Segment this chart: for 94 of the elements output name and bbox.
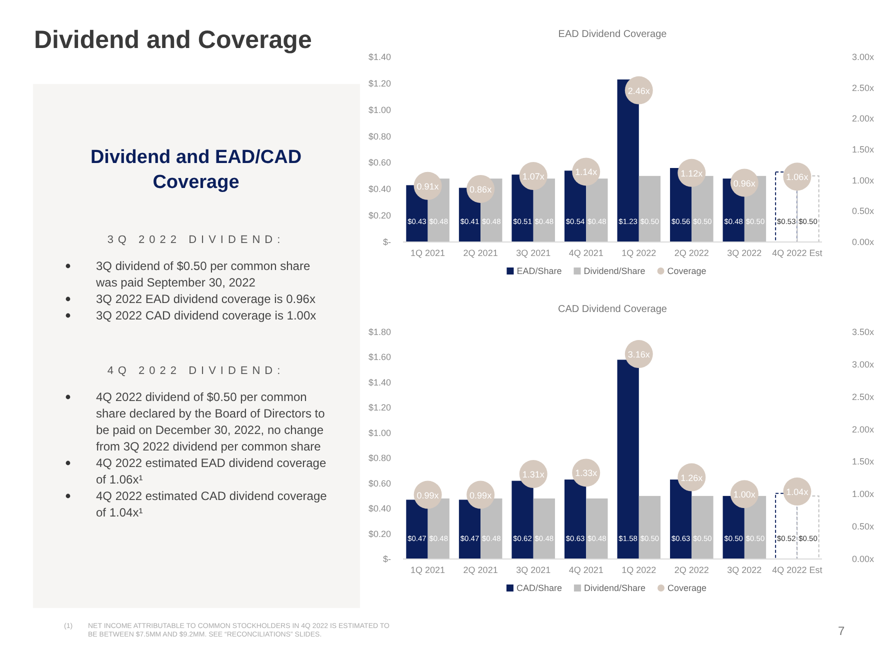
data-label: 0.91x — [416, 181, 440, 192]
x-tick-label: 1Q 2022 — [622, 248, 656, 258]
data-label: 3.16x — [628, 350, 650, 360]
y2-tick-label: 2.00x — [852, 114, 874, 124]
chart-title: CAD Dividend Coverage — [558, 304, 668, 315]
y2-tick-label: 2.50x — [852, 392, 874, 402]
text: 4Q 2022 estimated EAD dividend coverage of 1.06x¹ — [96, 456, 326, 486]
x-tick-label: 4Q 2022 Est — [772, 565, 823, 575]
x-tick-label: 2Q 2021 — [463, 565, 498, 575]
bar — [586, 498, 608, 559]
y-tick-label: $1.60 — [368, 352, 391, 362]
text: 3Q dividend of $0.50 per common share was paid September 30, 2022 — [95, 259, 310, 290]
legend-label: Dividend/Share — [584, 266, 646, 276]
data-label: 1.12x — [680, 168, 704, 178]
data-label: 1.14x — [575, 167, 598, 178]
x-tick-label: 2Q 2022 — [674, 248, 709, 258]
text: 3Q 2022 EAD dividend coverage is 0.96x — [96, 292, 316, 306]
y-tick-label: $0.40 — [368, 504, 391, 514]
y-tick-label: $0.20 — [368, 210, 391, 221]
y2-tick-label: 1.50x — [852, 456, 874, 467]
y-tick-label: $- — [382, 237, 391, 247]
x-tick-label: 1Q 2022 — [622, 565, 656, 575]
bar — [533, 498, 555, 559]
data-label: 1.07x — [522, 172, 545, 182]
y2-tick-label: 2.50x — [852, 82, 874, 93]
bar — [638, 176, 661, 242]
legend-label: Coverage — [668, 583, 707, 593]
y-tick-label: $1.80 — [368, 327, 391, 337]
legend-label: CAD/Share — [516, 583, 562, 593]
data-label: 1.33x — [575, 468, 598, 478]
y-tick-label: $1.40 — [368, 377, 391, 388]
data-label: 1.26x — [680, 472, 704, 483]
y-tick-label: $0.80 — [368, 453, 391, 464]
y2-tick-label: 3.00x — [852, 52, 874, 62]
legend-label: EAD/Share — [516, 266, 562, 276]
x-tick-label: 2Q 2021 — [463, 248, 498, 258]
text: 4Q 2022 dividend of $0.50 per common share declared by the Board of Directors to be paid on December 30, 2022, no change from 3Q 2022 dividend per common share — [96, 390, 326, 454]
y-tick-label: $1.40 — [368, 52, 391, 62]
text: 3Q 2022 CAD dividend coverage is 1.00x — [96, 308, 316, 322]
bar — [638, 496, 661, 559]
data-label: 0.99x — [416, 490, 440, 500]
text: Dividend and Coverage — [34, 26, 312, 54]
x-tick-label: 4Q 2022 Est — [772, 248, 823, 258]
y2-tick-label: 3.00x — [852, 359, 874, 370]
y-tick-label: $1.00 — [368, 104, 391, 115]
y2-tick-label: 1.00x — [852, 175, 874, 186]
y-tick-label: $1.20 — [368, 402, 391, 413]
bar — [617, 360, 639, 559]
y2-tick-label: 0.00x — [852, 554, 874, 564]
x-tick-label: 4Q 2021 — [568, 248, 604, 258]
text: 3Q 2022 DIVIDEND: — [107, 234, 285, 246]
x-tick-label: 1Q 2021 — [410, 248, 446, 258]
legend-label: Coverage — [667, 266, 706, 276]
data-label: 1.31x — [522, 470, 545, 480]
y2-tick-label: 1.50x — [852, 144, 874, 154]
text: 4Q 2022 DIVIDEND: — [107, 365, 285, 377]
y-tick-label: $0.40 — [368, 184, 391, 194]
y-tick-label: $0.60 — [368, 158, 391, 168]
y2-tick-label: 2.00x — [852, 424, 874, 434]
bar — [564, 480, 586, 559]
data-label: 1.06x — [786, 172, 809, 182]
text: 4Q 2022 estimated CAD dividend coverage of 1.04x¹ — [96, 489, 328, 520]
text: 7 — [838, 624, 845, 638]
text: Dividend and EAD/CAD Coverage — [90, 147, 302, 193]
y-tick-label: $0.60 — [368, 478, 391, 488]
chart-title: EAD Dividend Coverage — [558, 29, 668, 40]
bar — [692, 496, 714, 559]
y-tick-label: $- — [382, 554, 391, 564]
data-label: 0.86x — [470, 184, 492, 194]
y2-tick-label: 3.50x — [852, 327, 874, 337]
y2-tick-label: 1.00x — [852, 489, 874, 500]
y-tick-label: $1.00 — [368, 428, 391, 438]
x-tick-label: 3Q 2021 — [516, 248, 551, 258]
x-tick-label: 3Q 2021 — [516, 565, 551, 575]
y2-tick-label: 0.50x — [852, 206, 874, 216]
y-tick-label: $1.20 — [368, 78, 391, 88]
data-label: 2.46x — [628, 86, 650, 96]
y2-tick-label: 0.50x — [852, 522, 874, 532]
x-tick-label: 4Q 2021 — [568, 565, 604, 575]
y-tick-label: $0.20 — [368, 528, 391, 539]
data-label: 1.04x — [786, 487, 809, 498]
x-tick-label: 1Q 2021 — [410, 565, 446, 575]
x-tick-label: 3Q 2022 — [727, 565, 762, 575]
y2-tick-label: 0.00x — [852, 237, 874, 247]
bar — [512, 480, 534, 559]
bar — [406, 500, 428, 559]
legend-label: Dividend/Share — [584, 583, 646, 593]
y-tick-label: $0.80 — [368, 131, 391, 142]
x-tick-label: 3Q 2022 — [727, 248, 762, 258]
data-label: 1.00x — [733, 490, 756, 500]
data-label: 0.99x — [470, 490, 492, 500]
x-tick-label: 2Q 2022 — [674, 565, 709, 575]
bar — [586, 178, 608, 242]
data-label: 0.96x — [733, 178, 756, 188]
